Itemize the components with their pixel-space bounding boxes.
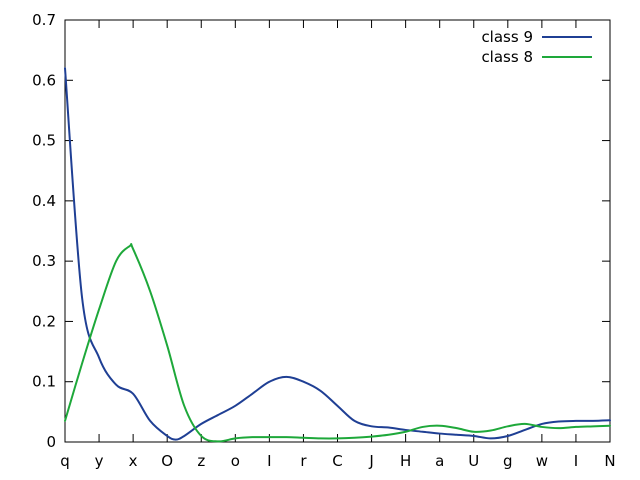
x-tick-label: C [332, 452, 342, 470]
x-tick-label: o [231, 452, 240, 470]
legend-label: class 8 [481, 48, 533, 66]
x-tick-label: x [129, 452, 138, 470]
x-tick-label: a [435, 452, 444, 470]
x-tick-label: w [536, 452, 548, 470]
y-tick-label: 0.6 [32, 71, 56, 89]
legend: class 9 class 8 [481, 28, 592, 66]
y-tick-label: 0.3 [32, 252, 56, 270]
x-tick-label: N [604, 452, 615, 470]
y-axis: 0 0.1 0.2 0.3 0.4 0.5 0.6 0.7 [32, 11, 610, 451]
legend-label: class 9 [481, 28, 533, 46]
x-tick-label: O [161, 452, 173, 470]
x-tick-label: H [400, 452, 411, 470]
x-tick-label: q [60, 452, 70, 470]
x-tick-label: y [95, 452, 104, 470]
y-tick-label: 0.7 [32, 11, 56, 29]
series-line-class-8 [64, 242, 611, 443]
y-tick-label: 0.1 [32, 373, 56, 391]
x-tick-label: U [468, 452, 479, 470]
y-tick-label: 0.4 [32, 192, 56, 210]
x-tick-label: z [197, 452, 205, 470]
series-lines [64, 67, 611, 443]
x-tick-label: J [368, 452, 373, 470]
x-tick-label: I [574, 452, 578, 470]
series-line-class-9 [64, 67, 611, 441]
x-tick-label: g [503, 452, 513, 470]
plot-frame [64, 19, 611, 443]
x-tick-label: I [267, 452, 271, 470]
y-tick-label: 0.5 [32, 132, 56, 150]
y-tick-label: 0 [46, 433, 56, 451]
y-tick-label: 0.2 [32, 312, 56, 330]
x-tick-label: r [300, 452, 307, 470]
